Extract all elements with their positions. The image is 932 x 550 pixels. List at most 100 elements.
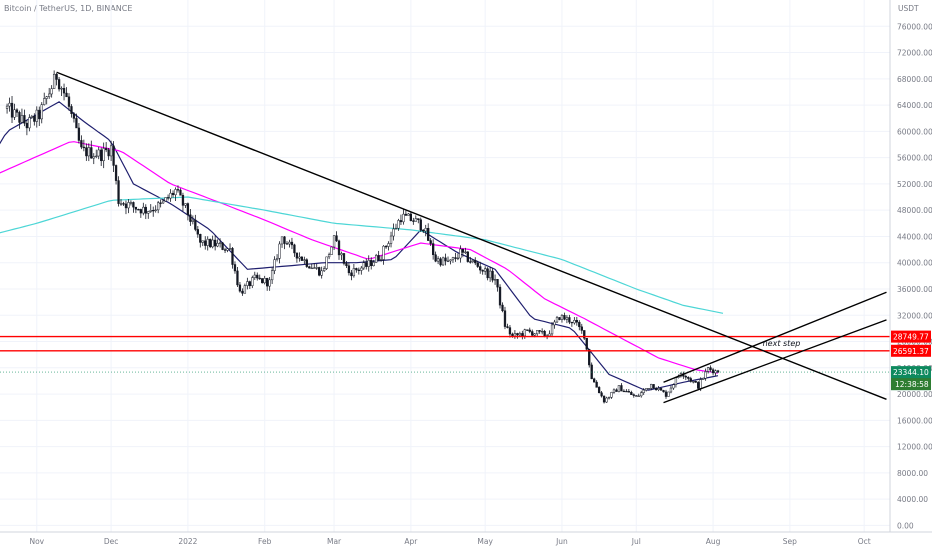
candle-body xyxy=(199,233,202,243)
candle xyxy=(714,369,717,376)
candle-body xyxy=(10,102,14,118)
candle-body xyxy=(548,333,551,337)
candle xyxy=(414,215,417,222)
candle-body xyxy=(553,321,556,326)
candle-body xyxy=(52,73,56,89)
candle xyxy=(211,235,214,249)
candle-body xyxy=(635,395,638,397)
candle-body xyxy=(600,392,603,397)
candle xyxy=(595,380,598,388)
candle-body xyxy=(560,315,564,320)
candle-body xyxy=(404,213,408,216)
candle-body xyxy=(709,367,712,370)
candle-body xyxy=(630,391,633,395)
candle-body xyxy=(174,189,177,196)
candle-body xyxy=(112,145,115,166)
candle xyxy=(424,224,427,237)
candle xyxy=(568,314,571,325)
candle xyxy=(370,257,373,270)
candle xyxy=(290,237,294,250)
candle-body xyxy=(273,259,276,271)
price-axis[interactable]: USDT 76000.00 72000.00 68000.00 64000.00 6000… xyxy=(897,4,932,530)
candle xyxy=(667,391,670,397)
candle-body xyxy=(342,253,346,264)
candle-body xyxy=(702,377,705,380)
candle xyxy=(166,194,170,201)
candle-body xyxy=(362,262,365,269)
candle xyxy=(565,315,569,324)
candle-body xyxy=(481,269,484,272)
candle xyxy=(365,258,368,270)
candle xyxy=(300,256,304,262)
candle-body xyxy=(50,88,53,95)
candle-body xyxy=(558,317,561,320)
candle xyxy=(171,190,175,198)
candle-body xyxy=(706,367,710,372)
candle-body xyxy=(102,148,105,162)
candle-body xyxy=(186,203,190,216)
candle-body xyxy=(139,209,142,214)
candle xyxy=(362,260,365,271)
candle xyxy=(226,248,229,253)
trendline[interactable] xyxy=(663,319,887,404)
trendline[interactable] xyxy=(56,71,887,400)
candle-body xyxy=(540,330,544,333)
candle xyxy=(377,250,380,261)
candle xyxy=(253,271,256,280)
candle-body xyxy=(422,229,425,232)
candle xyxy=(327,252,331,260)
candle xyxy=(330,246,333,255)
candle xyxy=(214,235,217,251)
candle xyxy=(427,223,430,241)
candle-body xyxy=(588,348,591,366)
candle xyxy=(538,330,541,334)
candle-body xyxy=(169,192,172,199)
candle-body xyxy=(469,261,472,263)
candle xyxy=(488,266,492,282)
candle xyxy=(243,283,247,294)
candle xyxy=(600,391,603,398)
candle xyxy=(325,256,328,271)
candle xyxy=(563,312,566,321)
candle xyxy=(436,256,440,265)
candle-body xyxy=(350,272,353,277)
candle-body xyxy=(127,202,130,209)
candle xyxy=(38,106,41,127)
candle xyxy=(295,252,299,263)
price-tick-label: 56000.00 xyxy=(897,154,932,163)
candle xyxy=(20,108,24,124)
candle-body xyxy=(35,109,38,122)
candle xyxy=(422,229,425,234)
candle-body xyxy=(171,192,175,196)
candle xyxy=(48,87,51,99)
candle-body xyxy=(40,104,43,120)
candle xyxy=(206,236,209,251)
candle-body xyxy=(290,241,294,246)
candle-body xyxy=(521,333,524,337)
time-tick-label: Nov xyxy=(29,537,44,546)
candle xyxy=(516,332,519,339)
trendline[interactable] xyxy=(663,291,887,383)
candle xyxy=(179,188,182,196)
candle-body xyxy=(332,235,336,248)
candle xyxy=(375,253,378,263)
candle-body xyxy=(164,197,167,202)
candle-body xyxy=(419,219,422,231)
candle-body xyxy=(129,202,133,204)
candle-body xyxy=(662,390,665,393)
candle xyxy=(303,256,306,265)
price-tick-label: 32000.00 xyxy=(897,311,932,320)
price-tick-label: 44000.00 xyxy=(897,232,932,241)
candle xyxy=(662,389,665,393)
candle xyxy=(570,321,574,327)
time-axis[interactable]: Nov Dec 2022 Feb Mar Apr May Jun Jul Aug Sep Oct xyxy=(29,537,870,546)
candle-body xyxy=(114,165,118,181)
candle xyxy=(109,140,113,161)
candle-body xyxy=(659,388,663,391)
countdown-tag-label: 12:38:58 xyxy=(895,380,929,389)
candle-body xyxy=(645,388,648,391)
candle xyxy=(672,383,675,390)
candle-body xyxy=(18,112,21,123)
candle xyxy=(310,263,313,270)
